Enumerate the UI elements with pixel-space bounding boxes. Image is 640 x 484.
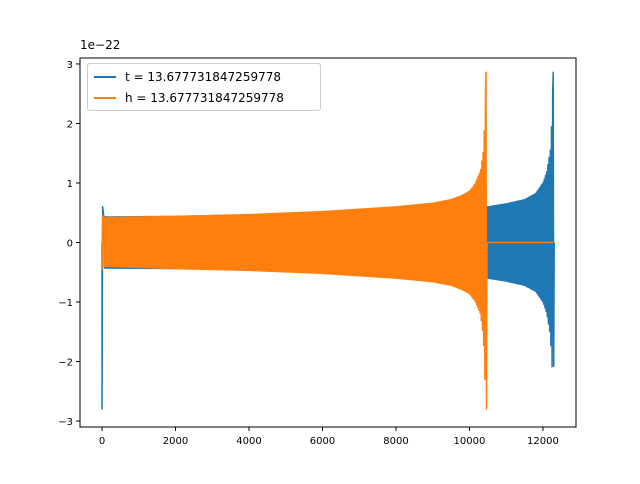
y-tick-label: 2: [67, 119, 73, 130]
x-tick-label: 0: [99, 436, 105, 447]
x-axis: 0 2000 4000 6000 8000 10000 12000: [99, 427, 559, 447]
x-tick-label: 8000: [383, 436, 408, 447]
legend-label-t: t = 13.677731847259778: [125, 70, 281, 84]
y-axis-offset-text: 1e−22: [80, 38, 121, 52]
y-tick-label: −1: [58, 298, 73, 309]
x-tick-label: 4000: [236, 436, 261, 447]
legend-swatch-h: [94, 97, 116, 99]
x-tick-label: 6000: [310, 436, 335, 447]
legend-item-h: h = 13.677731847259778: [94, 89, 284, 107]
series-h: [101, 71, 554, 410]
x-tick-label: 2000: [163, 436, 188, 447]
legend-swatch-t: [94, 76, 116, 78]
x-tick-label: 10000: [454, 436, 486, 447]
y-tick-label: 0: [67, 239, 73, 250]
x-tick-label: 12000: [527, 436, 559, 447]
y-tick-label: 3: [67, 60, 73, 71]
y-tick-label: −3: [58, 417, 73, 428]
legend-label-h: h = 13.677731847259778: [125, 91, 284, 105]
series-line-h: [101, 71, 554, 410]
y-tick-label: −2: [58, 358, 73, 369]
legend-item-t: t = 13.677731847259778: [94, 68, 281, 86]
legend: t = 13.677731847259778 h = 13.6777318472…: [87, 63, 321, 111]
y-tick-label: 1: [67, 179, 73, 190]
y-axis: −3 −2 −1 0 1 2 3: [58, 60, 80, 428]
